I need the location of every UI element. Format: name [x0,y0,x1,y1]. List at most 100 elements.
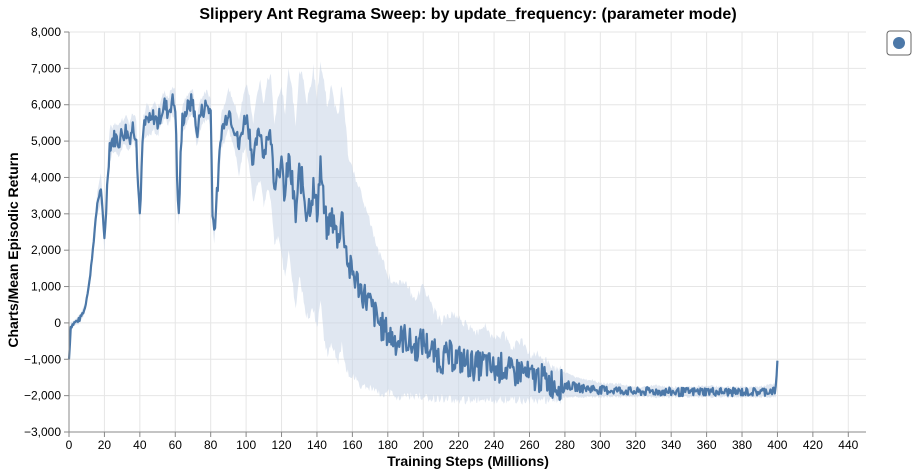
data-point [413,347,415,349]
data-point [688,391,690,393]
y-tick-label: 2,000 [31,243,61,257]
data-point [213,231,215,233]
data-point [220,129,222,131]
x-tick-label: 240 [484,438,504,452]
y-tick-label: −1,000 [24,352,61,366]
data-point [107,169,109,171]
axes [64,31,866,437]
data-point [723,391,725,393]
data-point [149,122,151,124]
data-point [135,133,137,135]
data-point [192,100,194,102]
data-point [493,369,495,371]
x-tick-label: 320 [626,438,646,452]
x-tick-label: 80 [204,438,218,452]
data-point [360,289,362,291]
data-point [555,384,557,386]
x-tick-label: 300 [590,438,610,452]
data-point [199,114,201,116]
data-point [124,129,126,131]
y-tick-label: 8,000 [31,25,61,39]
data-point [153,114,155,116]
data-point [348,267,350,269]
data-point [100,187,102,189]
x-tick-label: 140 [307,438,327,452]
data-point [404,336,406,338]
data-point [776,362,778,364]
data-point [564,384,566,386]
legend-symbol [893,37,905,49]
x-tick-label: 100 [236,438,256,452]
data-point [93,238,95,240]
data-point [312,187,314,189]
data-point [217,184,219,186]
data-point [280,169,282,171]
data-point [431,351,433,353]
data-point [774,389,776,391]
data-point [333,227,335,229]
data-point [287,158,289,160]
data-point [337,238,339,240]
x-tick-label: 20 [98,438,112,452]
data-point [139,213,141,215]
data-point [224,122,226,124]
y-tick-label: 1,000 [31,280,61,294]
data-point [117,140,119,142]
data-point [705,390,707,392]
data-point [181,118,183,120]
x-tick-label: 360 [697,438,717,452]
data-point [263,154,265,156]
data-point [295,216,297,218]
data-point [163,104,165,106]
data-point [101,213,103,215]
y-axis-title: Charts/Mean Episodic Return [5,152,21,347]
data-point [202,107,204,109]
data-point [475,365,477,367]
data-point [114,136,116,138]
data-point [142,129,144,131]
series-layer [67,93,779,401]
x-tick-label: 420 [803,438,823,452]
legend[interactable] [886,30,912,56]
data-point [78,318,80,320]
data-point [440,358,442,360]
data-point [528,376,530,378]
y-tick-label: −3,000 [24,425,61,439]
data-point [330,213,332,215]
data-point [670,391,672,393]
data-point [266,133,268,135]
data-point [759,391,761,393]
x-tick-label: 260 [519,438,539,452]
x-tick-label: 180 [378,438,398,452]
data-point [344,242,346,244]
chart-title: Slippery Ant Regrama Sweep: by update_fr… [199,6,736,23]
x-tick-label: 200 [413,438,433,452]
x-tick-label: 0 [66,438,73,452]
data-point [741,391,743,393]
data-point [211,205,213,207]
y-tick-label: 7,000 [31,61,61,75]
tick-labels: 0 20 40 60 80 100 120 140 160 180 200 220 240 260 280 3… [24,25,859,452]
data-point [546,380,548,382]
data-point [160,111,162,113]
data-point [581,387,583,389]
data-point [73,322,75,324]
data-point [110,140,112,142]
x-tick-label: 60 [169,438,183,452]
data-point [70,325,72,327]
data-point [89,274,91,276]
data-point [298,173,300,175]
data-point [234,129,236,131]
data-point [617,389,619,391]
data-point [209,111,211,113]
data-point [146,118,148,120]
data-point [195,133,197,135]
data-point [188,104,190,106]
data-point [206,104,208,106]
data-point [309,202,311,204]
data-point [178,216,180,218]
data-point [277,165,279,167]
data-point [156,122,158,124]
data-point [341,213,343,215]
series-line [67,93,779,401]
